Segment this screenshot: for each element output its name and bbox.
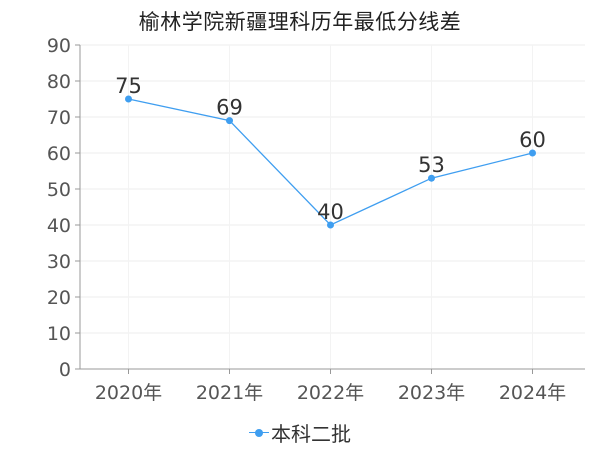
y-tick-label: 80 [47,71,71,93]
y-tick-label: 10 [47,323,71,345]
data-point [428,174,435,182]
data-label: 40 [317,200,344,224]
y-tick-label: 40 [47,215,71,237]
data-point [125,95,132,103]
data-label: 69 [216,96,243,120]
legend[interactable]: 本科二批 [0,418,600,447]
data-point [529,149,536,157]
x-tick-label: 2021年 [196,382,263,404]
y-tick-label: 70 [47,107,71,129]
x-tick-label: 2023年 [398,382,465,404]
y-tick-label: 0 [59,359,71,381]
y-tick-label: 30 [47,251,71,273]
data-label: 60 [519,128,546,152]
y-tick-label: 50 [47,179,71,201]
x-tick-label: 2024年 [499,382,566,404]
y-tick-label: 20 [47,287,71,309]
data-label: 75 [115,74,142,98]
x-tick-label: 2022年 [297,382,364,404]
data-point [327,221,334,229]
legend-marker-icon [249,427,269,439]
legend-label: 本科二批 [271,422,351,446]
data-point [226,117,233,125]
data-label: 53 [418,153,445,177]
y-tick-label: 90 [47,35,71,57]
x-tick-label: 2020年 [95,382,162,404]
chart-title: 榆林学院新疆理科历年最低分线差 [138,10,462,34]
y-tick-label: 60 [47,143,71,165]
